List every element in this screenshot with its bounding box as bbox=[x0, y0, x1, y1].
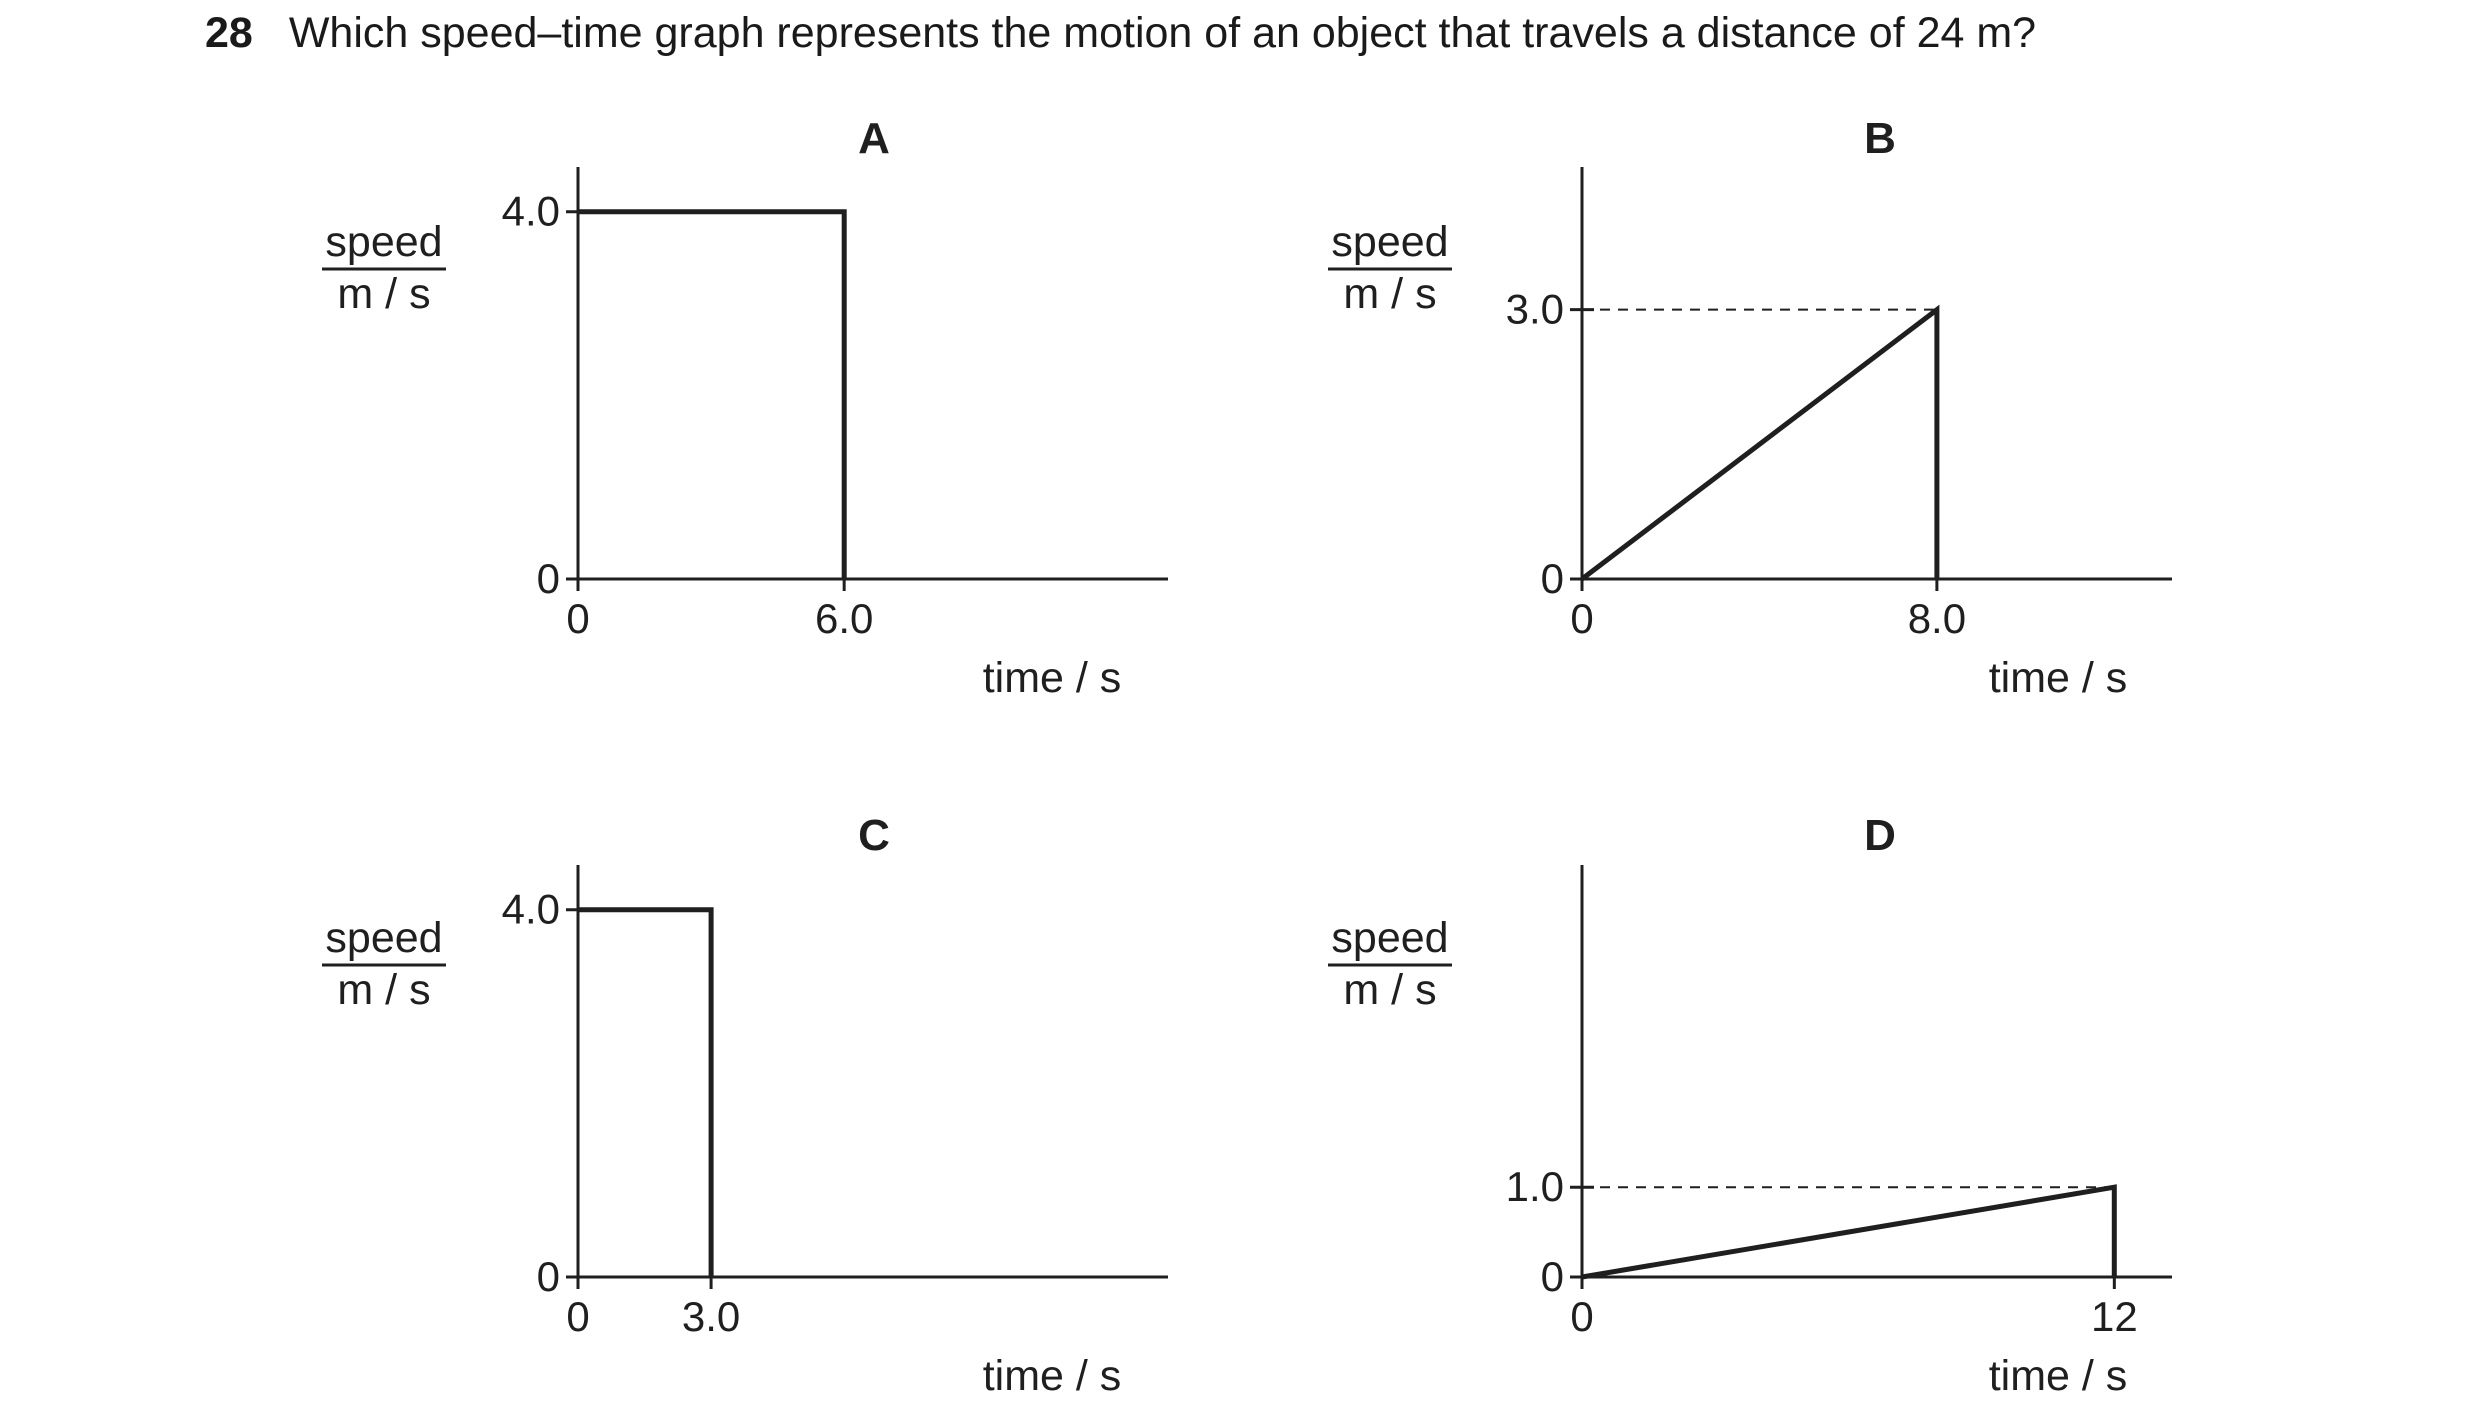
speed-time-line bbox=[578, 907, 714, 1277]
speed-time-line bbox=[1581, 1184, 2117, 1280]
y-tick-label: 4.0 bbox=[502, 886, 560, 933]
x-tick-label: 0 bbox=[566, 1293, 589, 1340]
y-tick-label: 3.0 bbox=[1506, 286, 1564, 333]
panel-letter: A bbox=[858, 114, 890, 163]
y-axis-label-quantity: speed bbox=[325, 218, 442, 266]
y-axis-label-quantity: speed bbox=[325, 914, 442, 962]
y-axis-label-unit: m / s bbox=[1343, 270, 1436, 318]
x-tick-label: 8.0 bbox=[1908, 595, 1966, 642]
x-axis-label: time / s bbox=[1989, 654, 2128, 702]
y-tick-label: 4.0 bbox=[502, 188, 560, 235]
x-tick-label: 12 bbox=[2091, 1293, 2138, 1340]
panel-letter: B bbox=[1864, 114, 1896, 163]
x-tick-label: 0 bbox=[566, 595, 589, 642]
speed-time-line bbox=[1580, 304, 1940, 581]
y-tick-label: 0 bbox=[1541, 555, 1564, 602]
x-axis-label: time / s bbox=[1989, 1352, 2128, 1400]
question: 28 Which speed–time graph represents the … bbox=[205, 5, 2036, 61]
x-axis-label: time / s bbox=[983, 654, 1122, 702]
y-tick-label: 0 bbox=[537, 1253, 560, 1300]
y-tick-label: 0 bbox=[537, 555, 560, 602]
question-number: 28 bbox=[205, 9, 253, 57]
panel-letter: C bbox=[858, 811, 890, 860]
x-tick-label: 3.0 bbox=[682, 1293, 740, 1340]
y-axis-label-unit: m / s bbox=[337, 270, 430, 318]
x-axis-label: time / s bbox=[983, 1352, 1122, 1400]
panel-letter: D bbox=[1864, 811, 1896, 860]
question-text: Which speed–time graph represents the mo… bbox=[288, 9, 2037, 57]
y-axis-label-unit: m / s bbox=[1343, 966, 1436, 1014]
y-tick-label: 1.0 bbox=[1506, 1163, 1564, 1210]
y-axis-label-quantity: speed bbox=[1331, 218, 1448, 266]
y-axis-label-unit: m / s bbox=[337, 966, 430, 1014]
x-tick-label: 0 bbox=[1570, 1293, 1593, 1340]
speed-time-line bbox=[578, 209, 847, 579]
y-axis-label-quantity: speed bbox=[1331, 914, 1448, 962]
x-tick-label: 6.0 bbox=[815, 595, 873, 642]
x-tick-label: 0 bbox=[1570, 595, 1593, 642]
y-tick-label: 0 bbox=[1541, 1253, 1564, 1300]
